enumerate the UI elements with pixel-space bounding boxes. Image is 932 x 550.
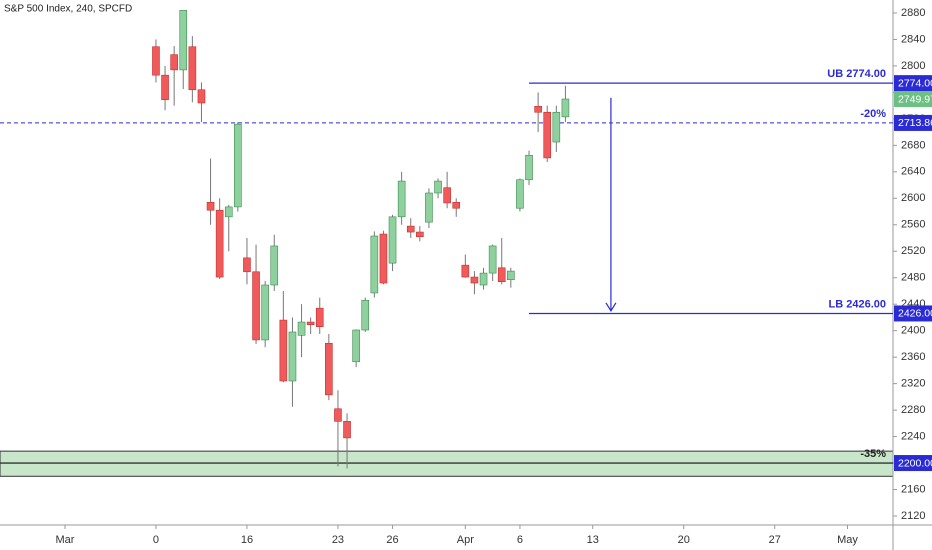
- y-tick-label: 2240: [901, 430, 925, 442]
- candle-body: [215, 209, 224, 278]
- y-tick-label: 2640: [901, 166, 925, 178]
- y-tick-label: 2840: [901, 33, 925, 45]
- candle-body: [197, 89, 206, 104]
- candle-body: [188, 46, 197, 91]
- level-price-text: 2200.00: [898, 457, 932, 469]
- candle-body: [452, 201, 461, 209]
- candle-body: [243, 257, 251, 273]
- y-tick-label: 2600: [901, 192, 925, 204]
- candle-body: [416, 231, 424, 237]
- y-tick-label: 2280: [901, 404, 925, 416]
- candle-body: [370, 235, 379, 294]
- last-price-box: [894, 91, 932, 108]
- candle-body: [334, 408, 342, 422]
- y-tick-label: 2880: [901, 7, 925, 19]
- x-tick-label: 16: [241, 534, 253, 546]
- y-tick-label: 2560: [901, 219, 925, 231]
- candle-body: [170, 54, 178, 71]
- candle-body: [270, 245, 279, 286]
- candle-body: [325, 342, 333, 396]
- candle-body: [306, 321, 315, 326]
- candle-body: [152, 46, 160, 76]
- candle-body: [352, 329, 360, 363]
- candle-body: [161, 74, 169, 100]
- candle-body: [543, 111, 552, 159]
- level-price-text: 2426.00: [898, 308, 932, 320]
- candle-body: [288, 331, 297, 382]
- level-price-box: [894, 305, 932, 322]
- support-zone: [0, 450, 894, 477]
- candle-body: [406, 225, 415, 233]
- y-tick-label: 2120: [901, 510, 925, 522]
- y-tick-label: 2680: [901, 139, 925, 151]
- candle-body: [252, 271, 260, 341]
- candle-body: [279, 319, 288, 382]
- y-tick-label: 2160: [901, 483, 925, 495]
- candle-body: [179, 10, 188, 71]
- candle-body: [379, 233, 388, 284]
- candle-body: [534, 105, 542, 113]
- level-price-box: [894, 114, 932, 131]
- x-tick-label: Apr: [457, 534, 474, 546]
- candle-body: [297, 321, 306, 336]
- x-tick-label: May: [837, 534, 858, 546]
- level-label: LB 2426.00: [829, 298, 886, 310]
- x-tick-label: 27: [769, 534, 781, 546]
- chart-title: S&P 500 Index, 240, SPCFD: [4, 4, 132, 15]
- y-tick-label: 2800: [901, 60, 925, 72]
- candle-body: [315, 307, 324, 328]
- y-tick-label: 2480: [901, 272, 925, 284]
- candle-body: [470, 276, 479, 284]
- candle-body: [497, 267, 506, 282]
- x-tick-label: 26: [386, 534, 398, 546]
- candle-body: [343, 421, 351, 439]
- candle-body: [397, 180, 406, 218]
- x-tick-label: 23: [332, 534, 344, 546]
- candle-body: [388, 216, 397, 264]
- last-price-text: 2749.97: [898, 93, 932, 105]
- candle-body: [361, 299, 370, 331]
- candle-body: [234, 123, 242, 208]
- candle-body: [434, 180, 442, 194]
- y-tick-label: 2400: [901, 325, 925, 337]
- level-price-box: [894, 455, 932, 472]
- candle-body: [425, 192, 433, 223]
- candle-body: [224, 206, 233, 218]
- candle-body: [461, 264, 470, 278]
- x-tick-label: 20: [678, 534, 690, 546]
- candle-body: [561, 98, 570, 118]
- candle-body: [488, 245, 497, 274]
- level-label: -35%: [860, 448, 886, 460]
- y-tick-label: 2360: [901, 351, 925, 363]
- candle-body: [552, 111, 561, 143]
- x-tick-label: 0: [153, 534, 159, 546]
- candle-body: [479, 272, 488, 286]
- x-tick-label: 6: [517, 534, 523, 546]
- y-tick-label: 2320: [901, 378, 925, 390]
- x-tick-label: 13: [587, 534, 599, 546]
- candle-body: [206, 201, 215, 211]
- candle-body: [516, 179, 524, 209]
- level-price-text: 2713.86: [898, 117, 932, 129]
- candle-body: [507, 270, 515, 281]
- candle-body: [261, 284, 269, 341]
- level-price-text: 2774.00: [898, 77, 932, 89]
- level-label: -20%: [860, 108, 886, 120]
- y-tick-label: 2520: [901, 245, 925, 257]
- x-tick-label: Mar: [55, 534, 74, 546]
- arrow-head: [605, 302, 617, 312]
- level-price-box: [894, 75, 932, 92]
- candle-body: [525, 154, 533, 181]
- candle-body: [443, 187, 451, 204]
- level-label: UB 2774.00: [827, 68, 886, 80]
